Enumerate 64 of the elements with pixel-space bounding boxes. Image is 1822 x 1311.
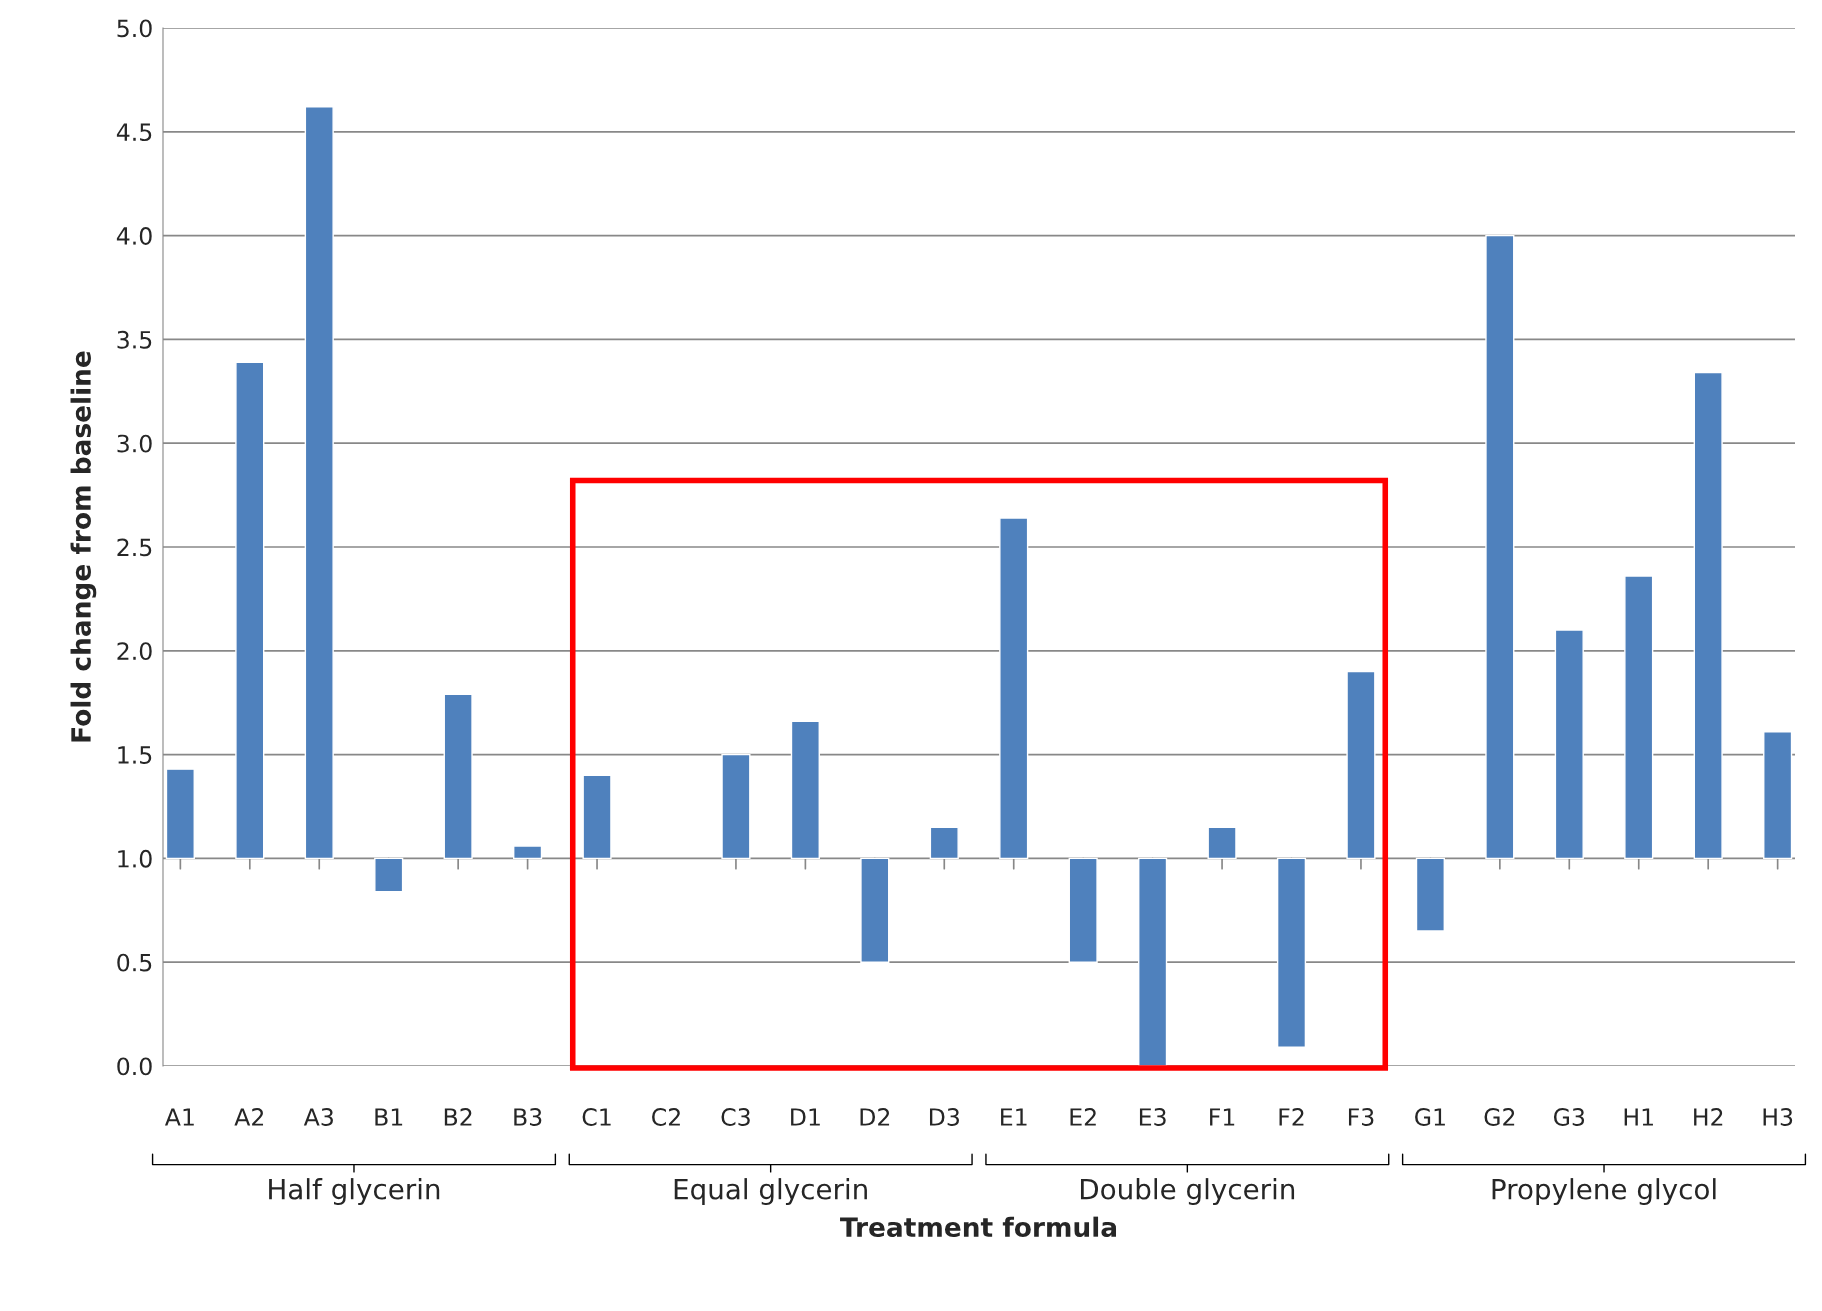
bar	[1554, 629, 1584, 860]
x-tick-label: C1	[582, 1108, 611, 1126]
y-tick-label: 0.5	[117, 953, 152, 972]
x-tick-label: C3	[721, 1108, 750, 1126]
bar	[1068, 857, 1098, 963]
y-tick-label: 2.0	[117, 642, 152, 661]
x-tick-label: B2	[444, 1108, 472, 1126]
bar	[443, 693, 473, 860]
y-tick-label: 5.0	[117, 19, 152, 38]
text: Propylene glycol	[1492, 1178, 1716, 1205]
bar	[304, 106, 334, 860]
bar	[1624, 575, 1654, 860]
bar	[721, 753, 751, 860]
x-tick-label: B1	[375, 1108, 403, 1126]
bar	[1763, 731, 1793, 860]
bar	[1415, 857, 1445, 932]
bar	[374, 857, 404, 893]
x-tick-label: A2	[234, 1108, 264, 1126]
x-tick-label: G1	[1415, 1108, 1445, 1126]
y-axis-title: Fold change from baseline	[70, 351, 97, 742]
bar	[513, 845, 543, 860]
bar	[1485, 234, 1515, 860]
x-tick-label: E1	[1001, 1108, 1027, 1126]
x-tick-label: D3	[929, 1108, 959, 1126]
bar	[790, 720, 820, 860]
x-tick-label: E3	[1139, 1108, 1166, 1126]
x-tick-label: F1	[1210, 1108, 1235, 1126]
x-tick-label: F3	[1348, 1108, 1374, 1126]
x-tick-label: A1	[164, 1108, 194, 1126]
x-tick-label: A3	[303, 1108, 333, 1126]
y-tick-label: 1.0	[118, 849, 152, 868]
x-tick-label: F2	[1279, 1108, 1304, 1126]
bar	[1138, 857, 1168, 1066]
x-tick-label: H1	[1624, 1108, 1653, 1126]
bar	[999, 517, 1029, 860]
bar	[165, 768, 195, 860]
y-tick-label: 4.0	[116, 227, 152, 245]
text: Equal glycerin	[674, 1178, 867, 1205]
x-tick-label: C2	[652, 1108, 680, 1126]
x-tick-label: E2	[1070, 1108, 1096, 1126]
x-axis-title: Treatment formula	[840, 1216, 1117, 1238]
x-tick-label: D2	[860, 1108, 890, 1126]
x-tick-label: B3	[514, 1108, 542, 1126]
x-tick-label: G2	[1484, 1108, 1515, 1126]
y-tick-label: 1.5	[118, 746, 152, 764]
bar	[1346, 670, 1376, 860]
y-tick-label: 4.5	[116, 123, 152, 142]
x-tick-label: G3	[1553, 1108, 1585, 1126]
bar	[1276, 857, 1307, 1049]
bar	[582, 774, 612, 860]
x-tick-label: H2	[1694, 1108, 1723, 1126]
bar	[235, 361, 265, 860]
y-tick-label: 2.5	[117, 538, 152, 557]
text: Double glycerin	[1080, 1178, 1295, 1205]
x-tick-label: D1	[791, 1108, 820, 1126]
bar	[929, 826, 959, 860]
bar	[860, 857, 890, 963]
text: Half glycerin	[269, 1178, 440, 1205]
bar	[1693, 371, 1723, 860]
y-tick-label: 3.0	[117, 434, 152, 453]
y-tick-label: 0.0	[117, 1057, 152, 1076]
bar	[1207, 826, 1237, 860]
x-tick-label: H3	[1763, 1108, 1793, 1126]
y-tick-label: 3.5	[117, 330, 152, 349]
